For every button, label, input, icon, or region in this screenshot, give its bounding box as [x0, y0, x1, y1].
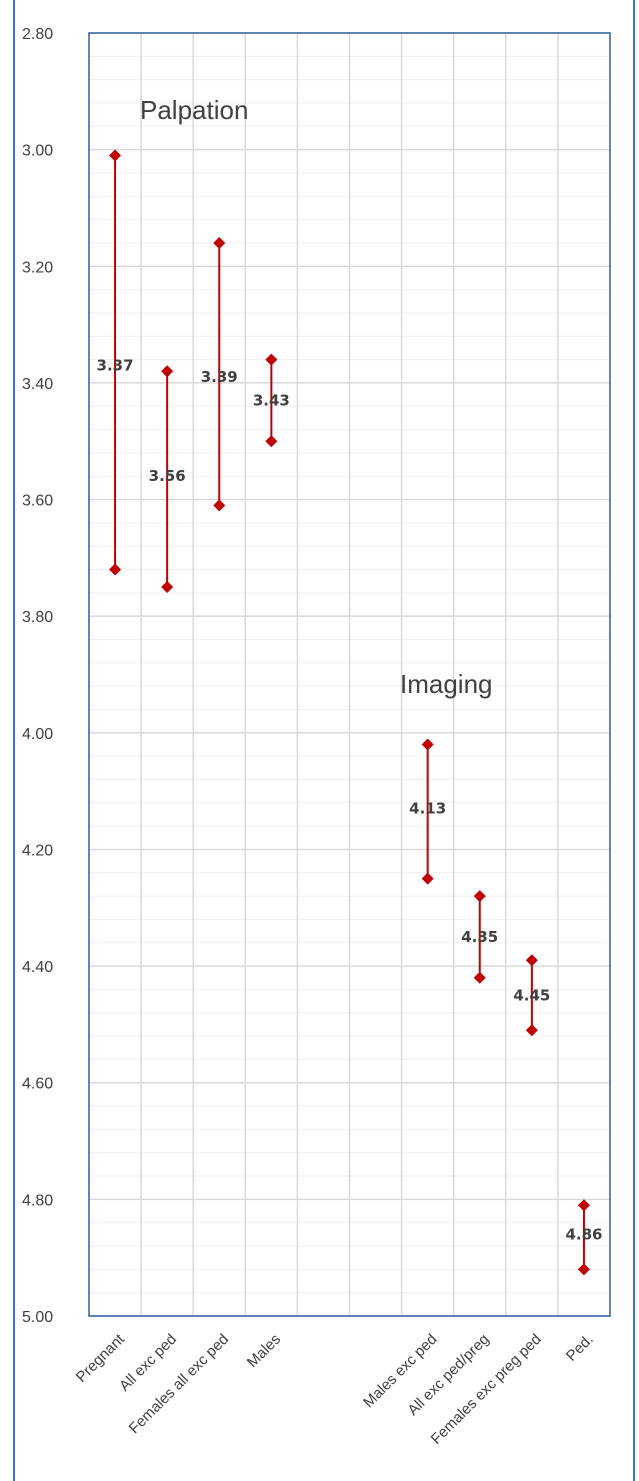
y-tick-label: 3.80	[22, 609, 53, 626]
data-label: 4.35	[461, 928, 498, 946]
data-label: 4.13	[409, 800, 446, 818]
range-high-marker	[265, 435, 278, 448]
y-tick-label: 4.20	[22, 842, 53, 859]
annotation-palpation: Palpation	[140, 95, 248, 125]
y-tick-label: 4.60	[22, 1076, 53, 1093]
y-tick-label: 4.40	[22, 959, 53, 976]
y-axis-ticks: 2.80 3.00 3.20 3.40 3.60 3.80 4.00 4.20 4.40 4.60…	[22, 26, 53, 1326]
y-tick-label: 3.60	[22, 493, 53, 510]
plot-area-border	[88, 32, 611, 1317]
range-low-marker	[421, 738, 434, 751]
data-label: 3.39	[201, 368, 238, 386]
range-low-marker	[109, 149, 122, 162]
range-high-marker	[525, 1024, 538, 1037]
data-label: 3.43	[253, 391, 290, 409]
range-high-marker	[577, 1263, 590, 1276]
chart-frame	[13, 0, 635, 1481]
y-tick-label: 2.80	[22, 26, 53, 43]
y-tick-label: 3.40	[22, 376, 53, 393]
data-label: 4.86	[565, 1225, 602, 1243]
range-low-marker	[213, 236, 226, 249]
data-label: 3.56	[149, 467, 186, 485]
range-high-marker	[161, 581, 174, 594]
x-category-label: Females all exc ped	[126, 1331, 232, 1437]
y-tick-label: 3.20	[22, 259, 53, 276]
range-low-marker	[577, 1199, 590, 1212]
grid-layer	[89, 32, 610, 1317]
y-tick-label: 4.80	[22, 1192, 53, 1209]
range-high-marker	[213, 499, 226, 512]
range-low-marker	[265, 353, 278, 366]
range-high-marker	[421, 872, 434, 885]
x-category-label: Ped.	[563, 1331, 597, 1365]
x-category-label: Males	[244, 1331, 284, 1371]
range-low-marker	[161, 365, 174, 378]
y-tick-label: 5.00	[22, 1309, 53, 1326]
data-label: 3.37	[97, 356, 134, 374]
range-low-marker	[525, 954, 538, 967]
range-high-marker	[473, 971, 486, 984]
y-tick-label: 4.00	[22, 726, 53, 743]
range-low-marker	[473, 890, 486, 903]
data-label: 4.45	[513, 986, 550, 1004]
annotation-imaging: Imaging	[400, 669, 493, 699]
y-tick-label: 3.00	[22, 143, 53, 160]
range-high-marker	[109, 563, 122, 576]
range-series: 3.37 3.56 3.39 3.43 4.13 4.35 4.45 4.86	[97, 149, 602, 1276]
